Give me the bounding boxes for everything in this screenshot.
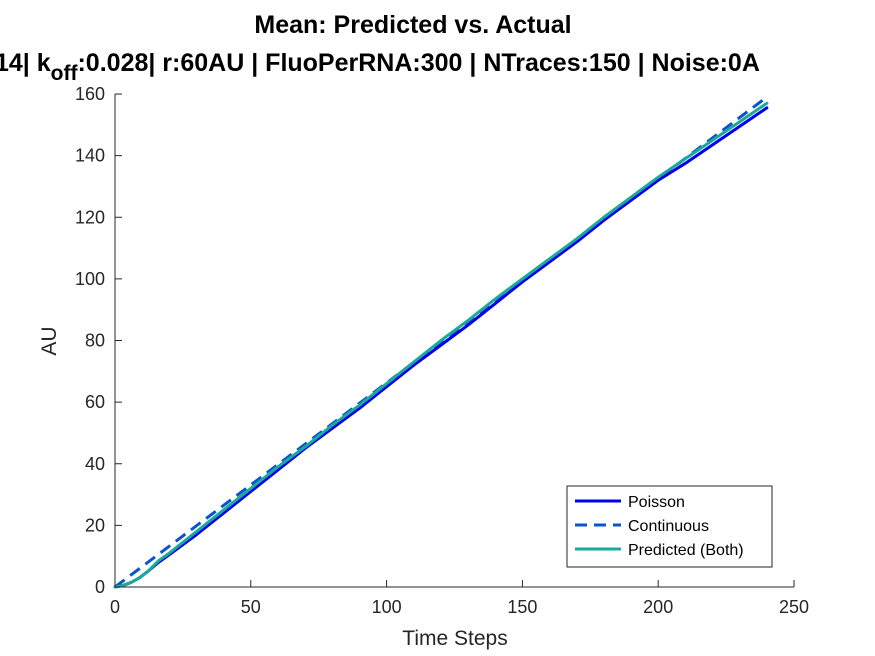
y-tick-label: 80: [85, 331, 105, 351]
y-tick-label: 60: [85, 392, 105, 412]
y-axis-label: AU: [38, 326, 61, 355]
subtitle-suffix: :0.028| r:60AU | FluoPerRNA:300 | NTrace…: [77, 49, 759, 77]
series-line-predicted-both: [113, 101, 769, 589]
y-ticks: 0 20 40 60 80 100 120 140 160: [75, 84, 122, 597]
y-tick-label: 100: [75, 269, 105, 289]
x-tick-label: 100: [372, 597, 402, 617]
x-axis-label: Time Steps: [402, 627, 507, 650]
y-tick-label: 120: [75, 207, 105, 227]
y-tick-label: 40: [85, 454, 105, 474]
x-ticks: 0 50 100 150 200 250: [110, 580, 809, 617]
legend-label: Predicted (Both): [628, 542, 744, 559]
chart-subtitle: 14| koff:0.028| r:60AU | FluoPerRNA:300 …: [0, 49, 760, 85]
x-tick-label: 250: [779, 597, 809, 617]
series-layer: [113, 95, 769, 589]
x-tick-label: 150: [507, 597, 537, 617]
subtitle-subscript: off: [51, 62, 79, 85]
legend-label: Continuous: [628, 518, 709, 535]
legend-entries: Poisson Continuous Predicted (Both): [575, 494, 744, 559]
plot-area: 0 50 100 150 200 250 0 20 40 60 80 100 120 140 160: [75, 84, 809, 617]
legend: Poisson Continuous Predicted (Both): [566, 485, 773, 568]
y-tick-label: 140: [75, 146, 105, 166]
legend-label: Poisson: [628, 494, 685, 511]
y-tick-label: 20: [85, 515, 105, 535]
chart-title: Mean: Predicted vs. Actual: [254, 11, 571, 39]
x-tick-label: 0: [110, 597, 120, 617]
y-tick-label: 160: [75, 84, 105, 104]
subtitle-prefix: 14| k: [0, 49, 51, 77]
x-tick-label: 200: [643, 597, 673, 617]
y-tick-label: 0: [95, 577, 105, 597]
x-tick-label: 50: [241, 597, 261, 617]
